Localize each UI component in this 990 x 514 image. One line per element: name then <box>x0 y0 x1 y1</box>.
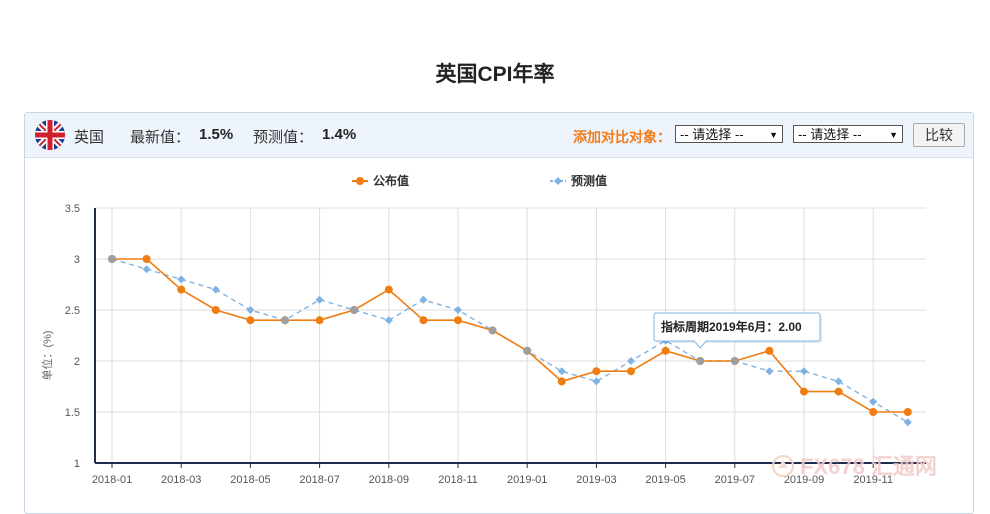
forecast-value: 1.4% <box>322 126 357 143</box>
tooltip-pointer <box>693 340 707 349</box>
forecast-point <box>177 275 186 284</box>
published-point <box>142 255 151 263</box>
uk-flag-icon <box>35 120 65 150</box>
watermark-text: FX678 汇通网 <box>800 454 937 479</box>
x-tick-label: 2018-11 <box>438 474 478 486</box>
x-tick-label: 2019-05 <box>645 474 685 486</box>
forecast-point <box>557 367 566 376</box>
forecast-point <box>211 285 220 294</box>
x-tick-label: 2018-07 <box>299 474 339 486</box>
overlap-point <box>696 357 705 365</box>
latest-value: 1.5% <box>199 126 234 143</box>
panel-header: 英国 最新值： 1.5% 预测值： 1.4% 添加对比对象： -- 请选择 --… <box>25 113 973 158</box>
forecast-point <box>246 306 255 314</box>
published-point <box>869 408 878 416</box>
chart-series <box>108 255 912 427</box>
y-axis-label: 单位：(%) <box>40 330 54 380</box>
published-point <box>315 316 324 325</box>
published-point <box>557 377 566 386</box>
compare-label: 添加对比对象： <box>573 129 671 145</box>
chart-grid <box>95 207 926 463</box>
published-point <box>834 387 843 396</box>
dropdown-arrow-icon: ▼ <box>769 130 778 140</box>
country-name: 英国 <box>74 129 105 146</box>
x-tick-label: 2019-03 <box>576 474 616 486</box>
y-tick-label: 1 <box>74 458 80 470</box>
watermark-logo: FX678 汇通网 <box>770 452 980 480</box>
y-tick-label: 3.5 <box>65 203 80 215</box>
forecast-point <box>765 367 774 376</box>
dropdown-arrow-icon: ▼ <box>889 130 898 140</box>
published-point <box>661 346 670 355</box>
published-point <box>800 387 808 396</box>
forecast-point <box>384 316 393 325</box>
published-point <box>592 367 601 376</box>
published-point <box>211 306 220 314</box>
legend-marker <box>356 177 364 185</box>
overlap-point <box>281 316 289 325</box>
published-point <box>419 316 428 325</box>
chart-legend: 公布值 预测值 <box>352 173 607 188</box>
compare-select-2[interactable]: -- 请选择 -- ▼ <box>793 125 903 143</box>
overlap-point <box>350 306 359 314</box>
published-point <box>765 346 774 355</box>
published-point <box>177 285 186 294</box>
compare-select-2-value: -- 请选择 -- <box>798 127 862 142</box>
tooltip-box <box>653 312 821 342</box>
x-tick-label: 2018-01 <box>92 474 132 486</box>
overlap-point <box>523 346 532 355</box>
x-tick-label: 2018-05 <box>230 474 270 486</box>
forecast-point <box>419 295 428 304</box>
latest-label: 最新值： <box>130 129 191 146</box>
forecast-point <box>800 367 808 376</box>
x-tick-label: 2019-09 <box>784 474 824 486</box>
chart-tooltip: 指标周期2019年6月：2.00 <box>653 312 822 349</box>
forecast-point <box>903 418 912 427</box>
published-point <box>384 285 393 294</box>
x-tick-label: 2018-03 <box>161 474 201 486</box>
forecast-point <box>592 377 601 386</box>
overlap-point <box>108 255 116 263</box>
x-tick-label: 2019-01 <box>507 474 547 486</box>
overlap-point <box>488 326 497 335</box>
forecast-point <box>834 377 843 386</box>
tooltip-text: 指标周期2019年6月：2.00 <box>661 319 802 334</box>
legend-label: 预测值 <box>571 173 607 188</box>
x-tick-label: 2019-11 <box>853 474 893 486</box>
y-tick-label: 1.5 <box>65 407 80 419</box>
x-tick-label: 2019-07 <box>715 474 755 486</box>
legend-label: 公布值 <box>373 173 409 188</box>
published-point <box>454 316 462 325</box>
forecast-label: 预测值： <box>253 129 314 146</box>
published-point <box>903 408 912 416</box>
forecast-point <box>142 265 151 274</box>
compare-button[interactable]: 比较 <box>913 123 965 147</box>
y-tick-label: 2 <box>74 356 80 368</box>
forecast-point <box>454 306 462 314</box>
compare-select-1-value: -- 请选择 -- <box>680 127 744 142</box>
forecast-point <box>627 357 635 365</box>
page-title: 英国CPI年率 <box>435 63 555 86</box>
forecast-point <box>869 397 878 406</box>
compare-select-1[interactable]: -- 请选择 -- ▼ <box>675 125 783 143</box>
published-point <box>627 367 635 376</box>
x-tick-label: 2018-09 <box>369 474 409 486</box>
chart-axes: 1 1.5 2 2.5 3 3.5 2018-01 2018-03 2018-05 2018-07… <box>40 203 926 486</box>
published-point <box>246 316 255 325</box>
overlap-point <box>730 357 739 365</box>
forecast-point <box>315 295 324 304</box>
legend-marker <box>554 177 562 185</box>
y-tick-label: 3 <box>74 254 80 266</box>
published-series-line <box>112 258 908 413</box>
y-tick-label: 2.5 <box>65 305 80 317</box>
cpi-line-chart: 公布值 预测值 1 1.5 2 2.5 3 3.5 2018-01 2018-03 2018-05… <box>40 173 926 486</box>
